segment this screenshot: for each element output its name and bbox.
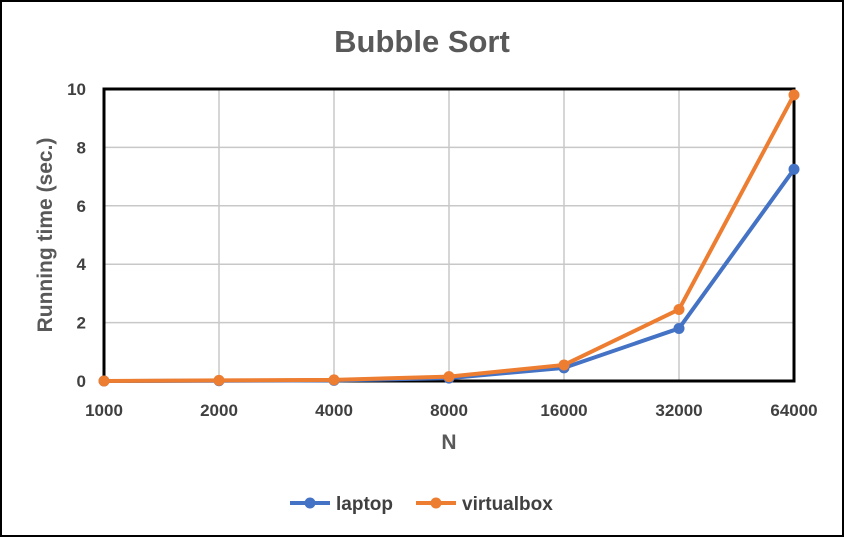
data-point-virtualbox bbox=[213, 374, 225, 386]
y-tick-label: 6 bbox=[77, 197, 86, 216]
x-tick-label: 16000 bbox=[540, 401, 587, 420]
y-axis-title: Running time (sec.) bbox=[34, 138, 57, 333]
y-axis-ticks: 0 2 4 6 8 10 bbox=[67, 80, 86, 391]
series-layer bbox=[98, 89, 800, 387]
x-tick-label: 4000 bbox=[315, 401, 353, 420]
legend[interactable]: laptop virtualbox bbox=[290, 494, 553, 515]
legend-swatch-marker bbox=[430, 497, 442, 509]
y-tick-label: 0 bbox=[77, 372, 86, 391]
x-tick-label: 2000 bbox=[200, 401, 238, 420]
data-point-virtualbox bbox=[673, 303, 685, 315]
data-point-virtualbox bbox=[98, 375, 110, 387]
x-tick-label: 32000 bbox=[655, 401, 702, 420]
y-tick-label: 10 bbox=[67, 80, 86, 99]
chart-title: Bubble Sort bbox=[334, 24, 510, 59]
legend-swatch-marker bbox=[304, 497, 316, 509]
x-tick-label: 8000 bbox=[430, 401, 468, 420]
y-tick-label: 2 bbox=[77, 314, 86, 333]
legend-label: laptop bbox=[336, 494, 393, 515]
data-point-laptop bbox=[673, 322, 685, 334]
data-point-virtualbox bbox=[443, 371, 455, 383]
legend-label: virtualbox bbox=[462, 494, 553, 515]
data-point-virtualbox bbox=[788, 89, 800, 101]
x-tick-label: 1000 bbox=[85, 401, 123, 420]
series-virtualbox bbox=[98, 89, 800, 387]
data-point-virtualbox bbox=[328, 374, 340, 386]
x-axis-ticks: 1000 2000 4000 8000 16000 32000 64000 bbox=[85, 401, 818, 420]
x-tick-label: 64000 bbox=[770, 401, 817, 420]
data-point-laptop bbox=[788, 163, 800, 175]
legend-item-virtualbox[interactable]: virtualbox bbox=[416, 494, 553, 515]
legend-item-laptop[interactable]: laptop bbox=[290, 494, 393, 515]
y-tick-label: 8 bbox=[77, 138, 86, 157]
x-axis-title: N bbox=[441, 431, 456, 454]
data-point-virtualbox bbox=[558, 359, 570, 371]
gridlines bbox=[103, 88, 795, 382]
y-tick-label: 4 bbox=[77, 255, 87, 274]
